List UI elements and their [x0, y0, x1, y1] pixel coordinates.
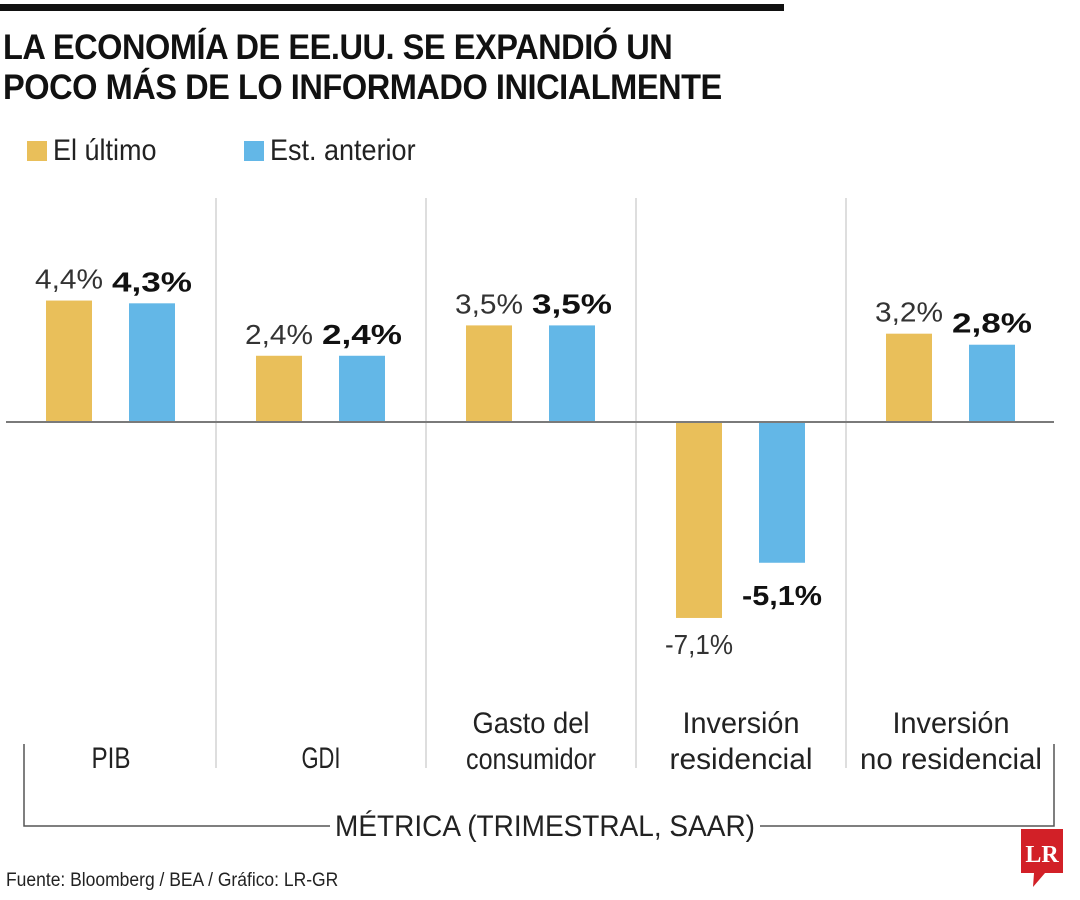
- data-label: -5,1%: [742, 580, 822, 611]
- data-label: 2,4%: [322, 319, 402, 350]
- legend-swatch-el-ultimo: [27, 141, 47, 161]
- legend-label-el-ultimo: El último: [53, 134, 157, 167]
- category-label: residencial: [670, 743, 813, 776]
- chart-title-line-1: LA ECONOMÍA DE EE.UU. SE EXPANDIÓ UN: [3, 28, 673, 67]
- category-label: GDI: [302, 742, 341, 775]
- category-label: PIB: [92, 742, 131, 775]
- bar-el-ultimo: [466, 325, 512, 422]
- chart-title-line-2: POCO MÁS DE LO INFORMADO INICIALMENTE: [3, 68, 722, 107]
- axis-bracket-left: [23, 744, 330, 827]
- legend-item-est-anterior: Est. anterior: [244, 134, 432, 168]
- category-label: Inversión: [893, 707, 1010, 740]
- source-note: Fuente: Bloomberg / BEA / Gráfico: LR-GR: [6, 870, 339, 891]
- data-label: 4,3%: [112, 266, 192, 297]
- lr-logo-text: LR: [1025, 842, 1059, 868]
- category-label: Gasto del: [473, 707, 590, 740]
- bar-el-ultimo: [676, 422, 722, 618]
- category-label: consumidor: [466, 743, 596, 776]
- legend-item-el-ultimo: El último: [27, 134, 168, 168]
- bar-est-anterior: [129, 303, 175, 422]
- data-label: 3,2%: [875, 297, 943, 328]
- bar-est-anterior: [339, 355, 385, 422]
- data-label: 3,5%: [532, 288, 612, 319]
- category-label: Inversión: [683, 707, 800, 740]
- bar-est-anterior: [969, 344, 1015, 422]
- bar-est-anterior: [549, 325, 595, 422]
- bar-el-ultimo: [886, 333, 932, 422]
- data-label: 2,4%: [245, 319, 313, 350]
- data-label: 4,4%: [35, 264, 103, 295]
- bar-est-anterior: [759, 422, 805, 563]
- lr-logo-badge: [1021, 829, 1063, 887]
- axis-bracket-right: [760, 744, 1055, 827]
- bar-el-ultimo: [256, 355, 302, 422]
- chart-title: LA ECONOMÍA DE EE.UU. SE EXPANDIÓ UN POC…: [3, 28, 747, 108]
- data-label: 3,5%: [455, 288, 523, 319]
- category-label: no residencial: [860, 743, 1042, 776]
- lr-logo: LR: [1021, 829, 1063, 887]
- legend-label-est-anterior: Est. anterior: [270, 134, 416, 167]
- data-label: -7,1%: [665, 629, 733, 660]
- bar-el-ultimo: [46, 300, 92, 422]
- top-rule: [0, 4, 784, 11]
- x-axis-title: MÉTRICA (TRIMESTRAL, SAAR): [335, 810, 755, 843]
- legend-swatch-est-anterior: [244, 141, 264, 161]
- data-label: 2,8%: [952, 308, 1032, 339]
